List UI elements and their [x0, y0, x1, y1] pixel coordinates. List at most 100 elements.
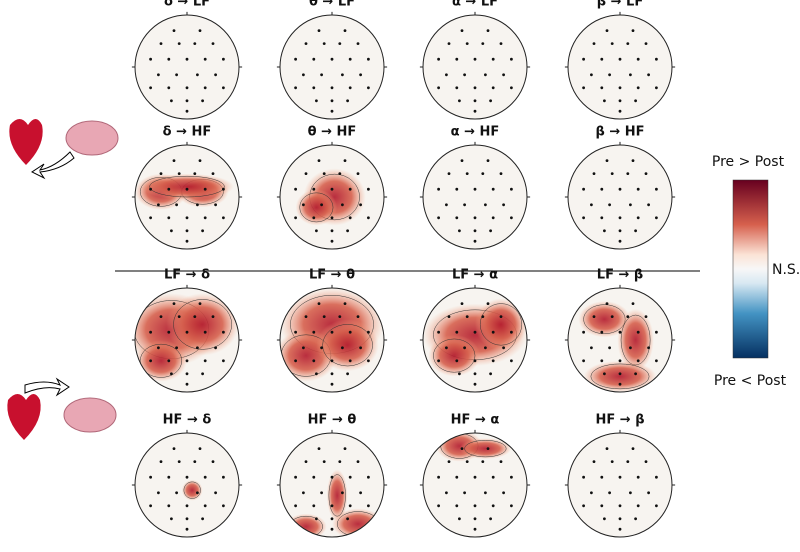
panel-title: δ → HF: [163, 125, 212, 140]
sensor: [636, 359, 640, 363]
sensor: [167, 187, 171, 191]
sensor: [170, 229, 173, 233]
sensor: [348, 504, 352, 508]
sensor: [445, 203, 448, 207]
sensor: [294, 57, 297, 61]
sensor: [315, 229, 318, 233]
sensor: [460, 159, 464, 163]
topomap: δ → LF: [131, 0, 243, 120]
sensor: [185, 239, 189, 243]
sensor: [185, 187, 189, 191]
activation: [135, 293, 239, 382]
sensor: [185, 109, 189, 113]
sensor: [312, 504, 316, 508]
sensor: [302, 346, 305, 350]
sensor: [312, 187, 316, 191]
activation-blob: [181, 479, 203, 501]
sensor: [489, 99, 492, 103]
sensor: [198, 302, 202, 305]
sensor: [618, 359, 622, 363]
sensor: [618, 475, 622, 479]
panel-title: LF → β: [597, 268, 643, 283]
sensor: [618, 187, 622, 191]
sensor: [458, 229, 461, 233]
sensor: [367, 216, 370, 220]
sensor: [590, 73, 593, 77]
sensor: [346, 517, 349, 521]
sensor: [315, 517, 318, 521]
sensor: [647, 346, 650, 350]
sensor: [348, 57, 352, 61]
sensor: [491, 86, 495, 90]
sensor: [341, 491, 344, 495]
sensor: [473, 187, 477, 191]
sensor: [356, 172, 360, 176]
sensor: [317, 302, 321, 305]
sensor: [294, 359, 297, 363]
sensor: [481, 172, 485, 176]
sensor: [201, 517, 205, 521]
panel-title: δ → LF: [164, 0, 210, 10]
sensor: [610, 42, 614, 45]
sensor: [341, 346, 344, 350]
sensor: [222, 330, 225, 334]
topomap: HF → α: [419, 413, 531, 538]
sensor: [491, 475, 495, 479]
sensor: [473, 359, 477, 363]
sensor: [618, 109, 622, 113]
sensor: [631, 302, 635, 305]
sensor: [473, 57, 477, 61]
contour: [433, 338, 476, 373]
sensor: [463, 491, 466, 495]
panel-title: HF → α: [451, 413, 500, 428]
sensor: [473, 109, 477, 113]
sensor: [203, 57, 207, 61]
head: [423, 145, 527, 249]
sensor: [437, 86, 440, 90]
sensor: [600, 216, 604, 220]
activation: [423, 298, 527, 377]
sensor: [149, 330, 153, 334]
contour: [328, 474, 346, 517]
sensor: [201, 372, 205, 376]
sensor: [198, 159, 202, 163]
sensor: [600, 475, 604, 479]
sensor: [294, 475, 297, 479]
sensor: [170, 372, 173, 376]
sensor: [185, 372, 189, 376]
sensor: [502, 346, 505, 350]
sensor: [170, 99, 173, 103]
topomap: θ → LF: [276, 0, 388, 120]
sensor: [330, 86, 334, 90]
sensor: [367, 330, 370, 334]
activation: [436, 433, 512, 462]
sensor: [214, 491, 218, 495]
sensor: [320, 73, 323, 77]
sensor: [330, 187, 334, 191]
sensor: [214, 346, 218, 350]
sensor: [592, 172, 596, 176]
sensor: [302, 491, 305, 495]
sensor: [647, 73, 650, 77]
sensor: [348, 216, 352, 220]
sensor: [330, 527, 334, 531]
sensor: [185, 216, 189, 220]
contour: [149, 175, 225, 198]
sensor: [600, 57, 604, 61]
panel-title: α → LF: [452, 0, 498, 10]
topomap: α → LF: [419, 0, 531, 120]
sensor: [185, 86, 189, 90]
panel-title: LF → δ: [164, 268, 210, 283]
sensor: [312, 216, 316, 220]
sensor: [167, 504, 171, 508]
sensor: [465, 172, 469, 176]
sensor: [159, 460, 163, 463]
sensor: [502, 73, 505, 77]
sensor: [590, 203, 593, 207]
sensor: [437, 187, 440, 191]
sensor: [304, 315, 308, 318]
sensor: [322, 42, 326, 45]
sensor: [312, 359, 316, 363]
sensor: [618, 382, 622, 386]
sensor: [157, 203, 160, 207]
